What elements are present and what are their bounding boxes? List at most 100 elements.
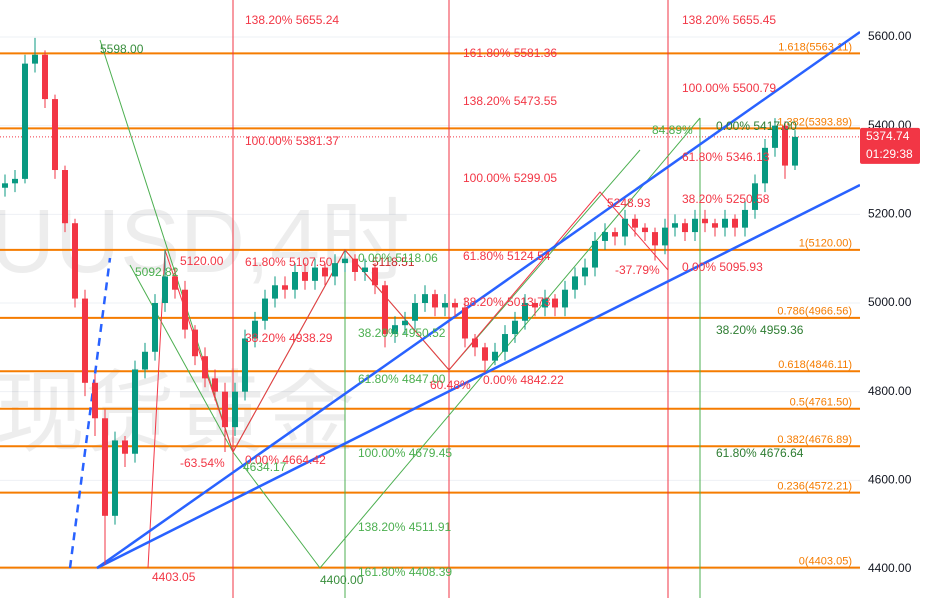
candle-body [442, 303, 448, 308]
annotation: 0.00% 4664.42 [245, 453, 326, 467]
candle-body [422, 294, 428, 304]
annotation: 38.20% 4950.52 [358, 326, 446, 340]
fib-level-label: 0(4403.05) [799, 556, 852, 568]
candle-body [332, 263, 338, 277]
candle-body [582, 267, 588, 277]
annotation: 161.80% 5581.36 [463, 46, 557, 60]
annotation: 100.00% 5299.05 [463, 171, 557, 185]
fib-zigzag [99, 39, 701, 569]
annotations: 138.20% 5655.24 100.00% 5381.37 61.80% 510… [100, 13, 804, 587]
candle-body [132, 369, 138, 454]
annotation: 0.00% 4842.22 [483, 373, 564, 387]
annotation: 38.20% 4959.36 [716, 323, 804, 337]
candle-body [112, 440, 118, 516]
candle-body [472, 338, 478, 348]
candle-body [662, 227, 668, 246]
candle-body [92, 382, 98, 419]
candle-body [592, 240, 598, 268]
annotation: 61.80% 4676.64 [716, 446, 804, 460]
fib-level-label: 1.382(5393.89) [777, 116, 852, 128]
price-axis-labels: 4400.004600.004800.005000.005200.005400.… [860, 29, 920, 575]
candle-body [632, 218, 638, 228]
annotation: 38.20% 5013.73 [463, 295, 551, 309]
candle-body [722, 218, 728, 228]
annotation: 84.89% [652, 123, 693, 137]
price-axis [860, 0, 927, 598]
candle-body [122, 440, 128, 454]
candle-body [52, 99, 58, 171]
annotation: 161.80% 4408.39 [358, 565, 452, 579]
annotation: 38.20% 5250.58 [682, 192, 770, 206]
candle-body [412, 303, 418, 321]
candle-body [652, 232, 658, 246]
candle-body [622, 218, 628, 237]
candle-body [552, 298, 558, 308]
annotation: 100.00% 5381.37 [245, 134, 339, 148]
candle-body [162, 276, 168, 304]
candle-body [362, 267, 368, 272]
annotation: 60.48% [430, 378, 471, 392]
candle-body [782, 125, 788, 166]
candle-body [32, 54, 38, 64]
candle-body [312, 267, 318, 281]
fib-level-label: 0.382(4676.89) [777, 434, 852, 446]
candle-body [232, 391, 238, 428]
candle-body [682, 223, 688, 233]
annotation: 61.80% 5107.50 [245, 255, 333, 269]
candle-body [792, 136, 798, 166]
drawings [68, 0, 861, 598]
candle-body [42, 54, 48, 100]
candle-body [642, 227, 648, 233]
candle-body [302, 271, 308, 281]
candle-body [492, 351, 498, 361]
candle-body [352, 258, 358, 272]
countdown-label: 01:29:38 [866, 147, 913, 161]
candle-body [602, 232, 608, 241]
fib-level-label: 0.786(4966.56) [777, 306, 852, 318]
annotation: 5598.00 [100, 42, 144, 56]
candle-body [102, 418, 108, 516]
candle-body [532, 303, 538, 308]
candle-body [732, 218, 738, 228]
fib-level-label: 1(5120.00) [799, 238, 852, 250]
candle-body [702, 218, 708, 224]
y-tick-label: 4600.00 [868, 473, 912, 487]
annotation: 61.80% 5346.13 [682, 150, 770, 164]
candle-body [242, 338, 248, 392]
fib-level-label: 0.5(4761.50) [790, 397, 852, 409]
candle-body [222, 391, 228, 428]
candle-body [252, 320, 258, 339]
watermark: UUSD,4时 [0, 192, 410, 292]
candle-body [402, 320, 408, 326]
candle-body [372, 267, 378, 286]
annotation: 61.80% 4847.00 [358, 372, 446, 386]
candle-body [502, 334, 508, 352]
annotation: 5248.93 [607, 196, 651, 210]
fib-level-label: 0.618(4846.11) [778, 359, 852, 371]
candle-body [542, 298, 548, 308]
annotation: 138.20% 5655.24 [245, 13, 339, 27]
candle-body [292, 271, 298, 290]
y-tick-label: 4800.00 [868, 384, 912, 398]
annotation: 38.20% 4938.29 [245, 331, 333, 345]
watermark: 现货黄金 [0, 364, 355, 464]
candle-body [12, 178, 18, 184]
candle-body [382, 285, 388, 335]
candle-body [152, 303, 158, 352]
annotation: 100.00% 5500.79 [682, 81, 776, 95]
candle-body [262, 298, 268, 321]
candle-body [522, 303, 528, 321]
last-price-box [860, 127, 920, 164]
candles [2, 37, 798, 565]
annotation: 138.20% 5655.45 [682, 13, 776, 27]
candle-body [512, 320, 518, 335]
candle-body [762, 147, 768, 184]
candle-body [142, 351, 148, 370]
last-price-label: 5374.74 [866, 129, 910, 143]
annotation: 0.00% 5417.00 [716, 119, 797, 133]
trend-line [68, 257, 112, 569]
candle-body [772, 125, 778, 148]
candle-body [742, 209, 748, 228]
candle-body [202, 356, 208, 379]
